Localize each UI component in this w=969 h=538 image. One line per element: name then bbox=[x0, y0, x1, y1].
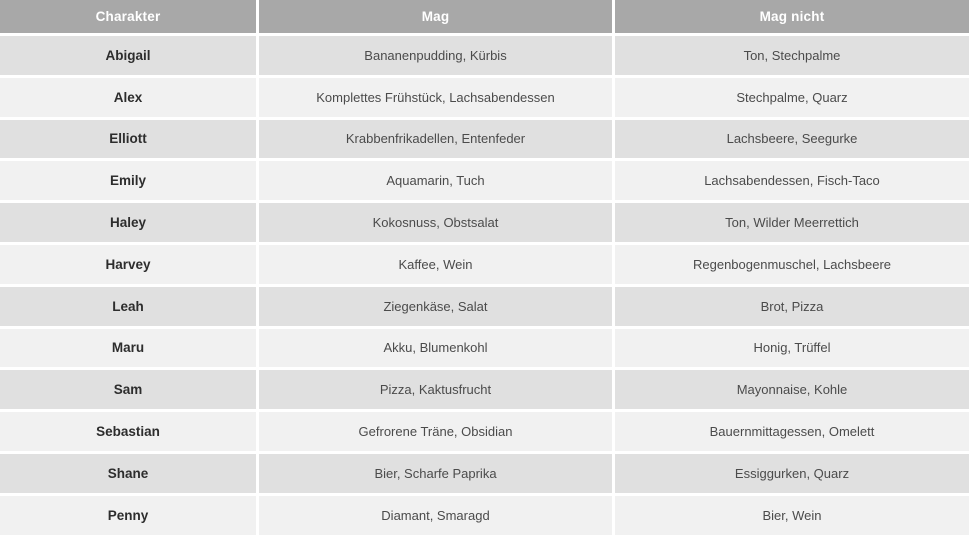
character-name-cell: Shane bbox=[0, 453, 256, 493]
column-header-character: Charakter bbox=[0, 0, 256, 33]
likes-cell: Aquamarin, Tuch bbox=[259, 161, 612, 201]
likes-cell: Ziegenkäse, Salat bbox=[259, 286, 612, 326]
character-name-cell: Sebastian bbox=[0, 412, 256, 451]
dislikes-cell: Regenbogenmuschel, Lachsbeere bbox=[615, 244, 969, 284]
table-row: Alex Komplettes Frühstück, Lachsabendess… bbox=[0, 77, 969, 117]
dislikes-cell: Lachsbeere, Seegurke bbox=[615, 119, 969, 159]
likes-cell: Akku, Blumenkohl bbox=[259, 328, 612, 368]
likes-cell: Bier, Scharfe Paprika bbox=[259, 453, 612, 493]
dislikes-cell: Honig, Trüffel bbox=[615, 328, 969, 368]
character-name-cell: Elliott bbox=[0, 119, 256, 159]
likes-cell: Gefrorene Träne, Obsidian bbox=[259, 412, 612, 451]
dislikes-cell: Bier, Wein bbox=[615, 495, 969, 535]
table-row: Emily Aquamarin, Tuch Lachsabendessen, F… bbox=[0, 161, 969, 201]
dislikes-cell: Essiggurken, Quarz bbox=[615, 453, 969, 493]
table-row: Harvey Kaffee, Wein Regenbogenmuschel, L… bbox=[0, 244, 969, 284]
character-name-cell: Maru bbox=[0, 328, 256, 368]
table-row: Sam Pizza, Kaktusfrucht Mayonnaise, Kohl… bbox=[0, 370, 969, 410]
column-header-likes: Mag bbox=[259, 0, 612, 33]
likes-cell: Diamant, Smaragd bbox=[259, 495, 612, 535]
dislikes-cell: Mayonnaise, Kohle bbox=[615, 370, 969, 410]
character-name-cell: Alex bbox=[0, 77, 256, 117]
dislikes-cell: Brot, Pizza bbox=[615, 286, 969, 326]
header-row: Charakter Mag Mag nicht bbox=[0, 0, 969, 33]
table-row: Maru Akku, Blumenkohl Honig, Trüffel bbox=[0, 328, 969, 368]
dislikes-cell: Stechpalme, Quarz bbox=[615, 77, 969, 117]
likes-cell: Krabbenfrikadellen, Entenfeder bbox=[259, 119, 612, 159]
table-row: Elliott Krabbenfrikadellen, Entenfeder L… bbox=[0, 119, 969, 159]
dislikes-cell: Lachsabendessen, Fisch-Taco bbox=[615, 161, 969, 201]
column-header-dislikes: Mag nicht bbox=[615, 0, 969, 33]
gift-table-body: Abigail Bananenpudding, Kürbis Ton, Stec… bbox=[0, 36, 969, 535]
table-row: Abigail Bananenpudding, Kürbis Ton, Stec… bbox=[0, 36, 969, 75]
table-row: Shane Bier, Scharfe Paprika Essiggurken,… bbox=[0, 453, 969, 493]
likes-cell: Bananenpudding, Kürbis bbox=[259, 36, 612, 75]
character-name-cell: Emily bbox=[0, 161, 256, 201]
character-name-cell: Leah bbox=[0, 286, 256, 326]
character-name-cell: Harvey bbox=[0, 244, 256, 284]
likes-cell: Kaffee, Wein bbox=[259, 244, 612, 284]
table-row: Sebastian Gefrorene Träne, Obsidian Baue… bbox=[0, 412, 969, 451]
character-name-cell: Sam bbox=[0, 370, 256, 410]
dislikes-cell: Bauernmittagessen, Omelett bbox=[615, 412, 969, 451]
dislikes-cell: Ton, Wilder Meerrettich bbox=[615, 203, 969, 242]
likes-cell: Pizza, Kaktusfrucht bbox=[259, 370, 612, 410]
character-name-cell: Haley bbox=[0, 203, 256, 242]
character-name-cell: Penny bbox=[0, 495, 256, 535]
table-row: Penny Diamant, Smaragd Bier, Wein bbox=[0, 495, 969, 535]
table-header: Charakter Mag Mag nicht bbox=[0, 0, 969, 33]
table-row: Haley Kokosnuss, Obstsalat Ton, Wilder M… bbox=[0, 203, 969, 242]
table-row: Leah Ziegenkäse, Salat Brot, Pizza bbox=[0, 286, 969, 326]
dislikes-cell: Ton, Stechpalme bbox=[615, 36, 969, 75]
likes-cell: Komplettes Frühstück, Lachsabendessen bbox=[259, 77, 612, 117]
likes-cell: Kokosnuss, Obstsalat bbox=[259, 203, 612, 242]
character-name-cell: Abigail bbox=[0, 36, 256, 75]
